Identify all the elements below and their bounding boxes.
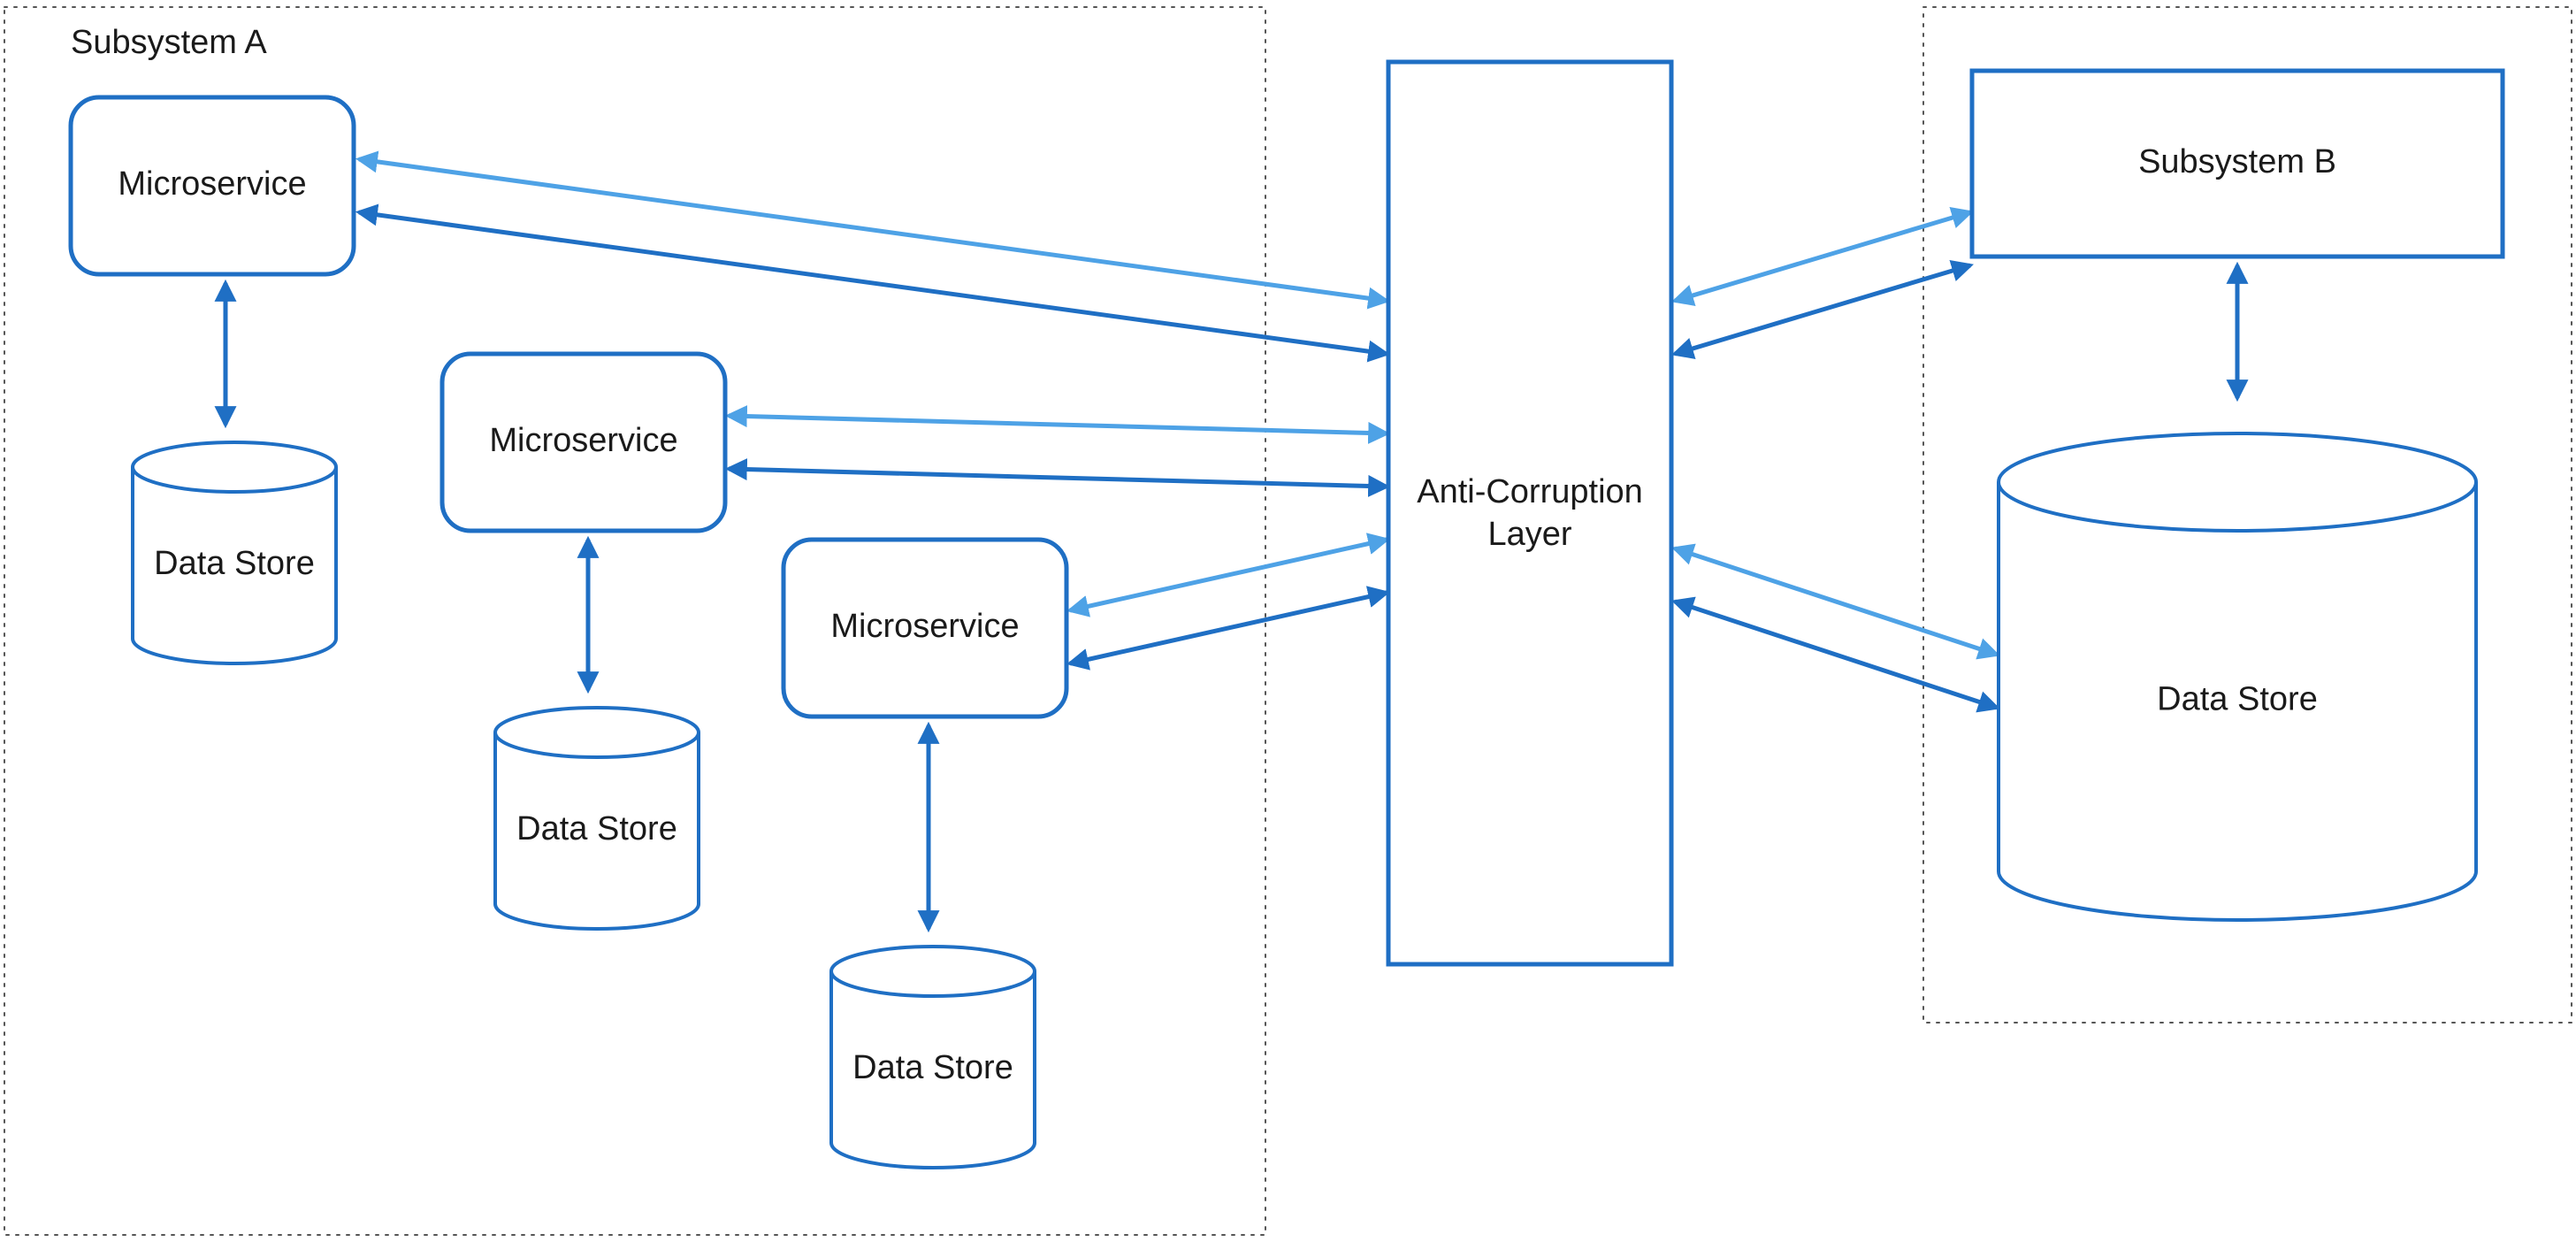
arrow-ms2_acl_b [729, 469, 1387, 487]
arrow-acl_dsB_b [1675, 602, 1997, 708]
arrow-ms1_acl_b [359, 212, 1387, 354]
datastore-1-label: Data Store [154, 545, 315, 582]
anti-corruption-layer-label-1: Anti-Corruption [1417, 473, 1643, 510]
microservice-1-label: Microservice [118, 165, 306, 203]
datastore-2-label: Data Store [516, 810, 677, 847]
datastore-b-top [1999, 433, 2476, 531]
anti-corruption-layer [1388, 62, 1671, 964]
arrow-ms1_acl_a [359, 159, 1387, 301]
arrow-ms2_acl_a [729, 416, 1387, 433]
datastore-b-label: Data Store [2157, 681, 2318, 718]
subsystem-a-label: Subsystem A [71, 24, 267, 61]
datastore-3-label: Data Store [852, 1049, 1013, 1086]
arrow-ms3_acl_a [1070, 540, 1387, 610]
anti-corruption-layer-label-2: Layer [1487, 516, 1571, 553]
datastore-1-top [133, 442, 336, 492]
datastore-3-top [831, 947, 1035, 996]
arrow-acl_subB_a [1675, 212, 1970, 301]
arrow-ms3_acl_b [1070, 593, 1387, 663]
subsystem-b-box-label: Subsystem B [2138, 143, 2336, 180]
architecture-diagram: Subsystem A Microservice Microservice Micro… [0, 0, 2576, 1242]
microservice-3-label: Microservice [830, 608, 1019, 645]
arrow-acl_subB_b [1675, 265, 1970, 354]
arrow-acl_dsB_a [1675, 548, 1997, 655]
datastore-2-top [495, 708, 699, 757]
microservice-2-label: Microservice [489, 422, 677, 459]
